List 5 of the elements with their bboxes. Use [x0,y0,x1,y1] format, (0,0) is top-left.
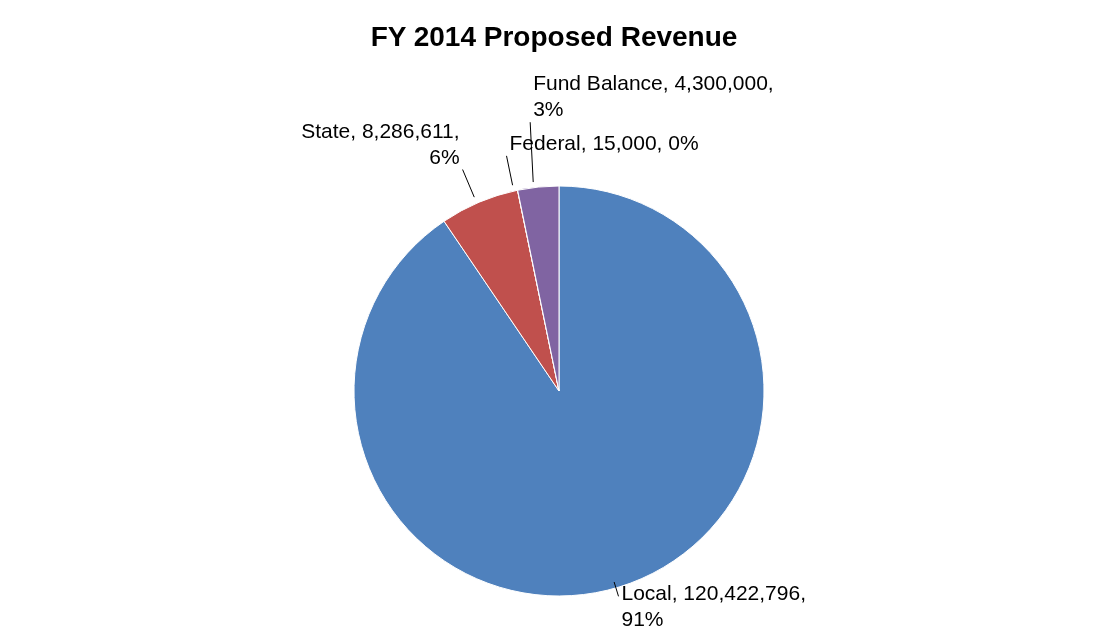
slice-label: Federal, 15,000, 0% [509,130,699,154]
slice-label: State, 8,286,611, 6% [301,118,460,168]
slice-label: Local, 120,422,796, 91% [621,581,807,631]
chart-title: FY 2014 Proposed Revenue [370,21,738,52]
slice-label: Fund Balance, 4,300,000, 3% [533,71,774,121]
